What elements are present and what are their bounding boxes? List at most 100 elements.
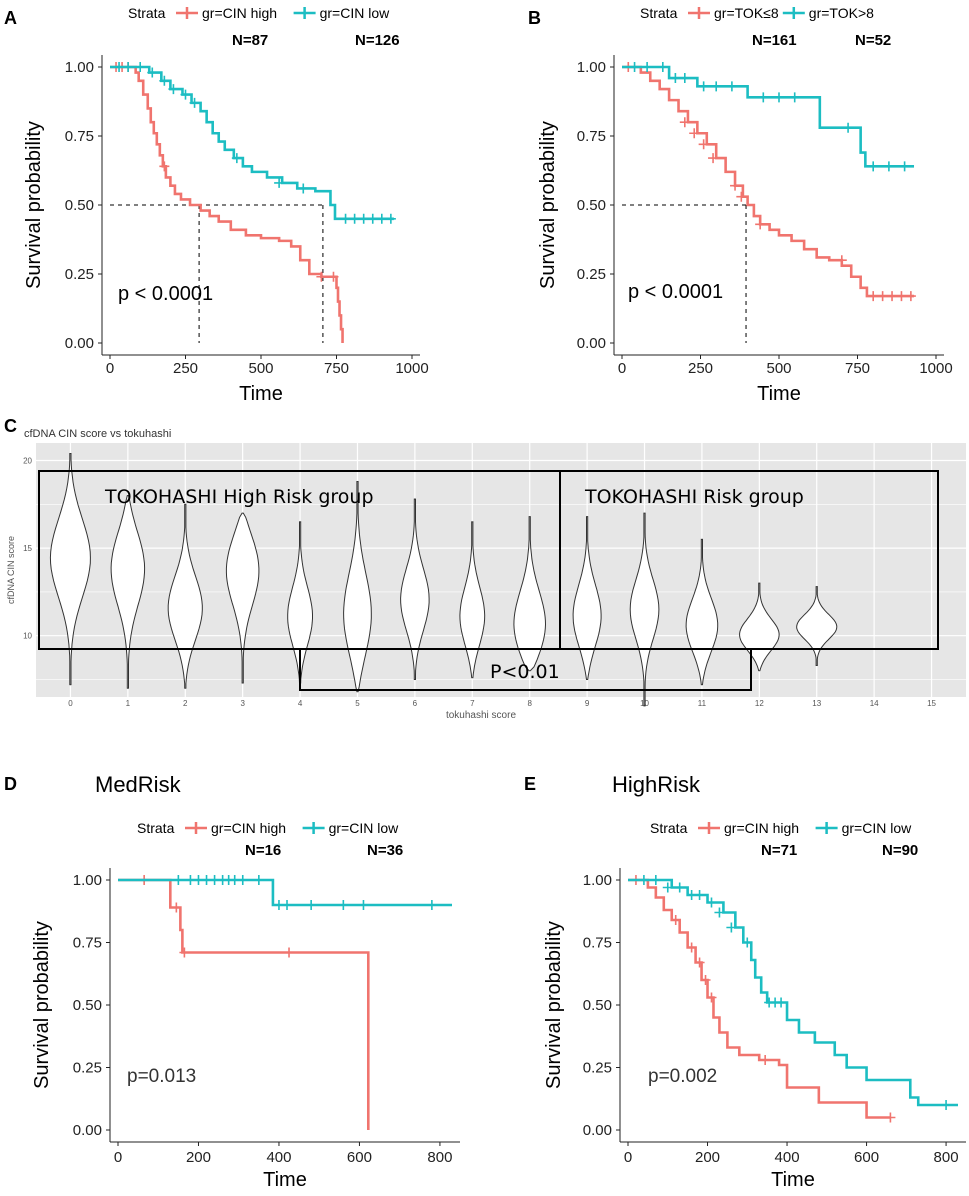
n-label: N=36 (367, 842, 403, 859)
n-label: N=16 (245, 842, 281, 859)
censor-mark (698, 81, 709, 92)
censor-mark (340, 213, 351, 224)
censor-mark (776, 997, 787, 1008)
censor-mark (306, 900, 317, 910)
censor-mark (726, 922, 737, 933)
km-panel-a: 0.00 0.25 0.50 0.75 1.00 0 250 500 750 1000 Time Su… (23, 5, 429, 405)
x-tick-label: 1 (126, 699, 131, 708)
x-tick-label: 200 (186, 1149, 211, 1166)
legend-label: gr=CIN high (202, 5, 277, 21)
censor-mark (730, 180, 741, 191)
censor-mark (298, 183, 309, 194)
censor-mark (123, 62, 134, 72)
x-axis-title: tokuhashi score (446, 710, 516, 721)
x-tick-label: 15 (927, 699, 936, 708)
violin-4 (287, 521, 313, 684)
censor-mark (868, 161, 879, 172)
x-tick-label: 14 (870, 699, 879, 708)
censor-mark (253, 875, 264, 885)
x-tick-label: 500 (766, 360, 791, 377)
censor-mark (742, 937, 753, 948)
censor-mark (159, 75, 170, 86)
censor-mark (159, 161, 170, 172)
censor-mark (670, 73, 681, 84)
km-panel-e: 0.00 0.25 0.50 0.75 1.00 0 200 400 600 800 Time Sur… (543, 820, 966, 1191)
y-tick-label: 0.00 (65, 335, 94, 352)
legend-key-low (815, 822, 838, 834)
y-tick-label: 0.25 (583, 1060, 612, 1077)
censor-mark (679, 73, 690, 84)
panel-letter-d: D (4, 774, 17, 794)
censor-mark (868, 291, 879, 302)
legend-title: Strata (650, 820, 688, 836)
censor-mark (885, 1112, 896, 1123)
legend-label: gr=TOK>8 (809, 5, 874, 21)
km-panel-d: 0.00 0.25 0.50 0.75 1.00 0 200 400 600 800 Time Sur… (31, 820, 460, 1191)
violin-9 (572, 516, 602, 681)
subtitle-medrisk: MedRisk (95, 772, 182, 797)
violin-7 (459, 521, 486, 679)
panel-letter-e: E (524, 774, 536, 794)
y-tick-label: 0.25 (65, 266, 94, 283)
censor-mark (657, 62, 668, 72)
chart-title: cfDNA CIN score vs tokuhashi (24, 428, 171, 440)
censor-mark (638, 875, 649, 885)
censor-mark (694, 957, 705, 968)
panel-letter-c: C (4, 416, 17, 436)
y-tick-label: 1.00 (583, 872, 612, 889)
censor-mark (349, 213, 360, 224)
x-tick-label: 250 (688, 360, 713, 377)
censor-mark (736, 191, 747, 202)
censor-mark (642, 62, 653, 72)
x-tick-label: 800 (427, 1149, 452, 1166)
censor-mark (135, 62, 146, 72)
censor-mark (711, 81, 722, 92)
high-risk-group-label: TOKOHASHI High Risk group (104, 486, 374, 508)
legend-key-low (782, 7, 805, 19)
legend-label: gr=CIN low (842, 820, 913, 836)
y-tick-label: 0.75 (577, 128, 606, 145)
y-tick-label: 10 (23, 632, 32, 641)
x-tick-label: 0 (618, 360, 626, 377)
legend-key-high (688, 7, 710, 19)
n-label: N=90 (882, 842, 918, 859)
censor-mark (650, 875, 661, 885)
legend-label: gr=TOK≤8 (714, 5, 779, 21)
censor-mark (877, 291, 888, 302)
n-label: N=87 (232, 32, 268, 49)
y-tick-label: 0.25 (73, 1060, 102, 1077)
x-tick-label: 8 (527, 699, 532, 708)
censor-mark (679, 117, 690, 128)
x-tick-label: 13 (812, 699, 821, 708)
x-tick-label: 2 (183, 699, 188, 708)
censor-mark (706, 992, 717, 1003)
legend-key-low (302, 822, 325, 834)
censor-mark (887, 291, 898, 302)
x-tick-label: 11 (698, 699, 707, 708)
censor-mark (168, 84, 179, 95)
survival-curve-low (118, 878, 452, 907)
x-axis-title: Time (757, 383, 801, 405)
x-tick-label: 0 (68, 699, 73, 708)
violin-panel-c: cfDNA CIN score vs tokuhashi tokuhashi sc… (6, 428, 966, 721)
x-tick-label: 750 (324, 360, 349, 377)
censor-mark (338, 900, 349, 910)
survival-curve-low (110, 65, 394, 221)
y-tick-label: 0.75 (583, 935, 612, 952)
censor-mark (180, 89, 191, 100)
x-axis-title: Time (263, 1169, 307, 1191)
y-tick-label: 0.00 (73, 1122, 102, 1139)
x-tick-label: 750 (845, 360, 870, 377)
x-tick-label: 6 (413, 699, 418, 708)
censor-mark (760, 1055, 771, 1065)
censor-mark (694, 890, 705, 900)
censor-mark (114, 62, 125, 72)
y-axis-title: cfDNA CIN score (6, 536, 16, 604)
legend-key-high (176, 7, 198, 19)
x-tick-label: 9 (585, 699, 590, 708)
x-tick-label: 600 (347, 1149, 372, 1166)
censor-mark (376, 213, 387, 224)
y-axis-title: Survival probability (31, 921, 53, 1089)
censor-mark (755, 219, 766, 230)
n-label: N=161 (752, 32, 797, 49)
